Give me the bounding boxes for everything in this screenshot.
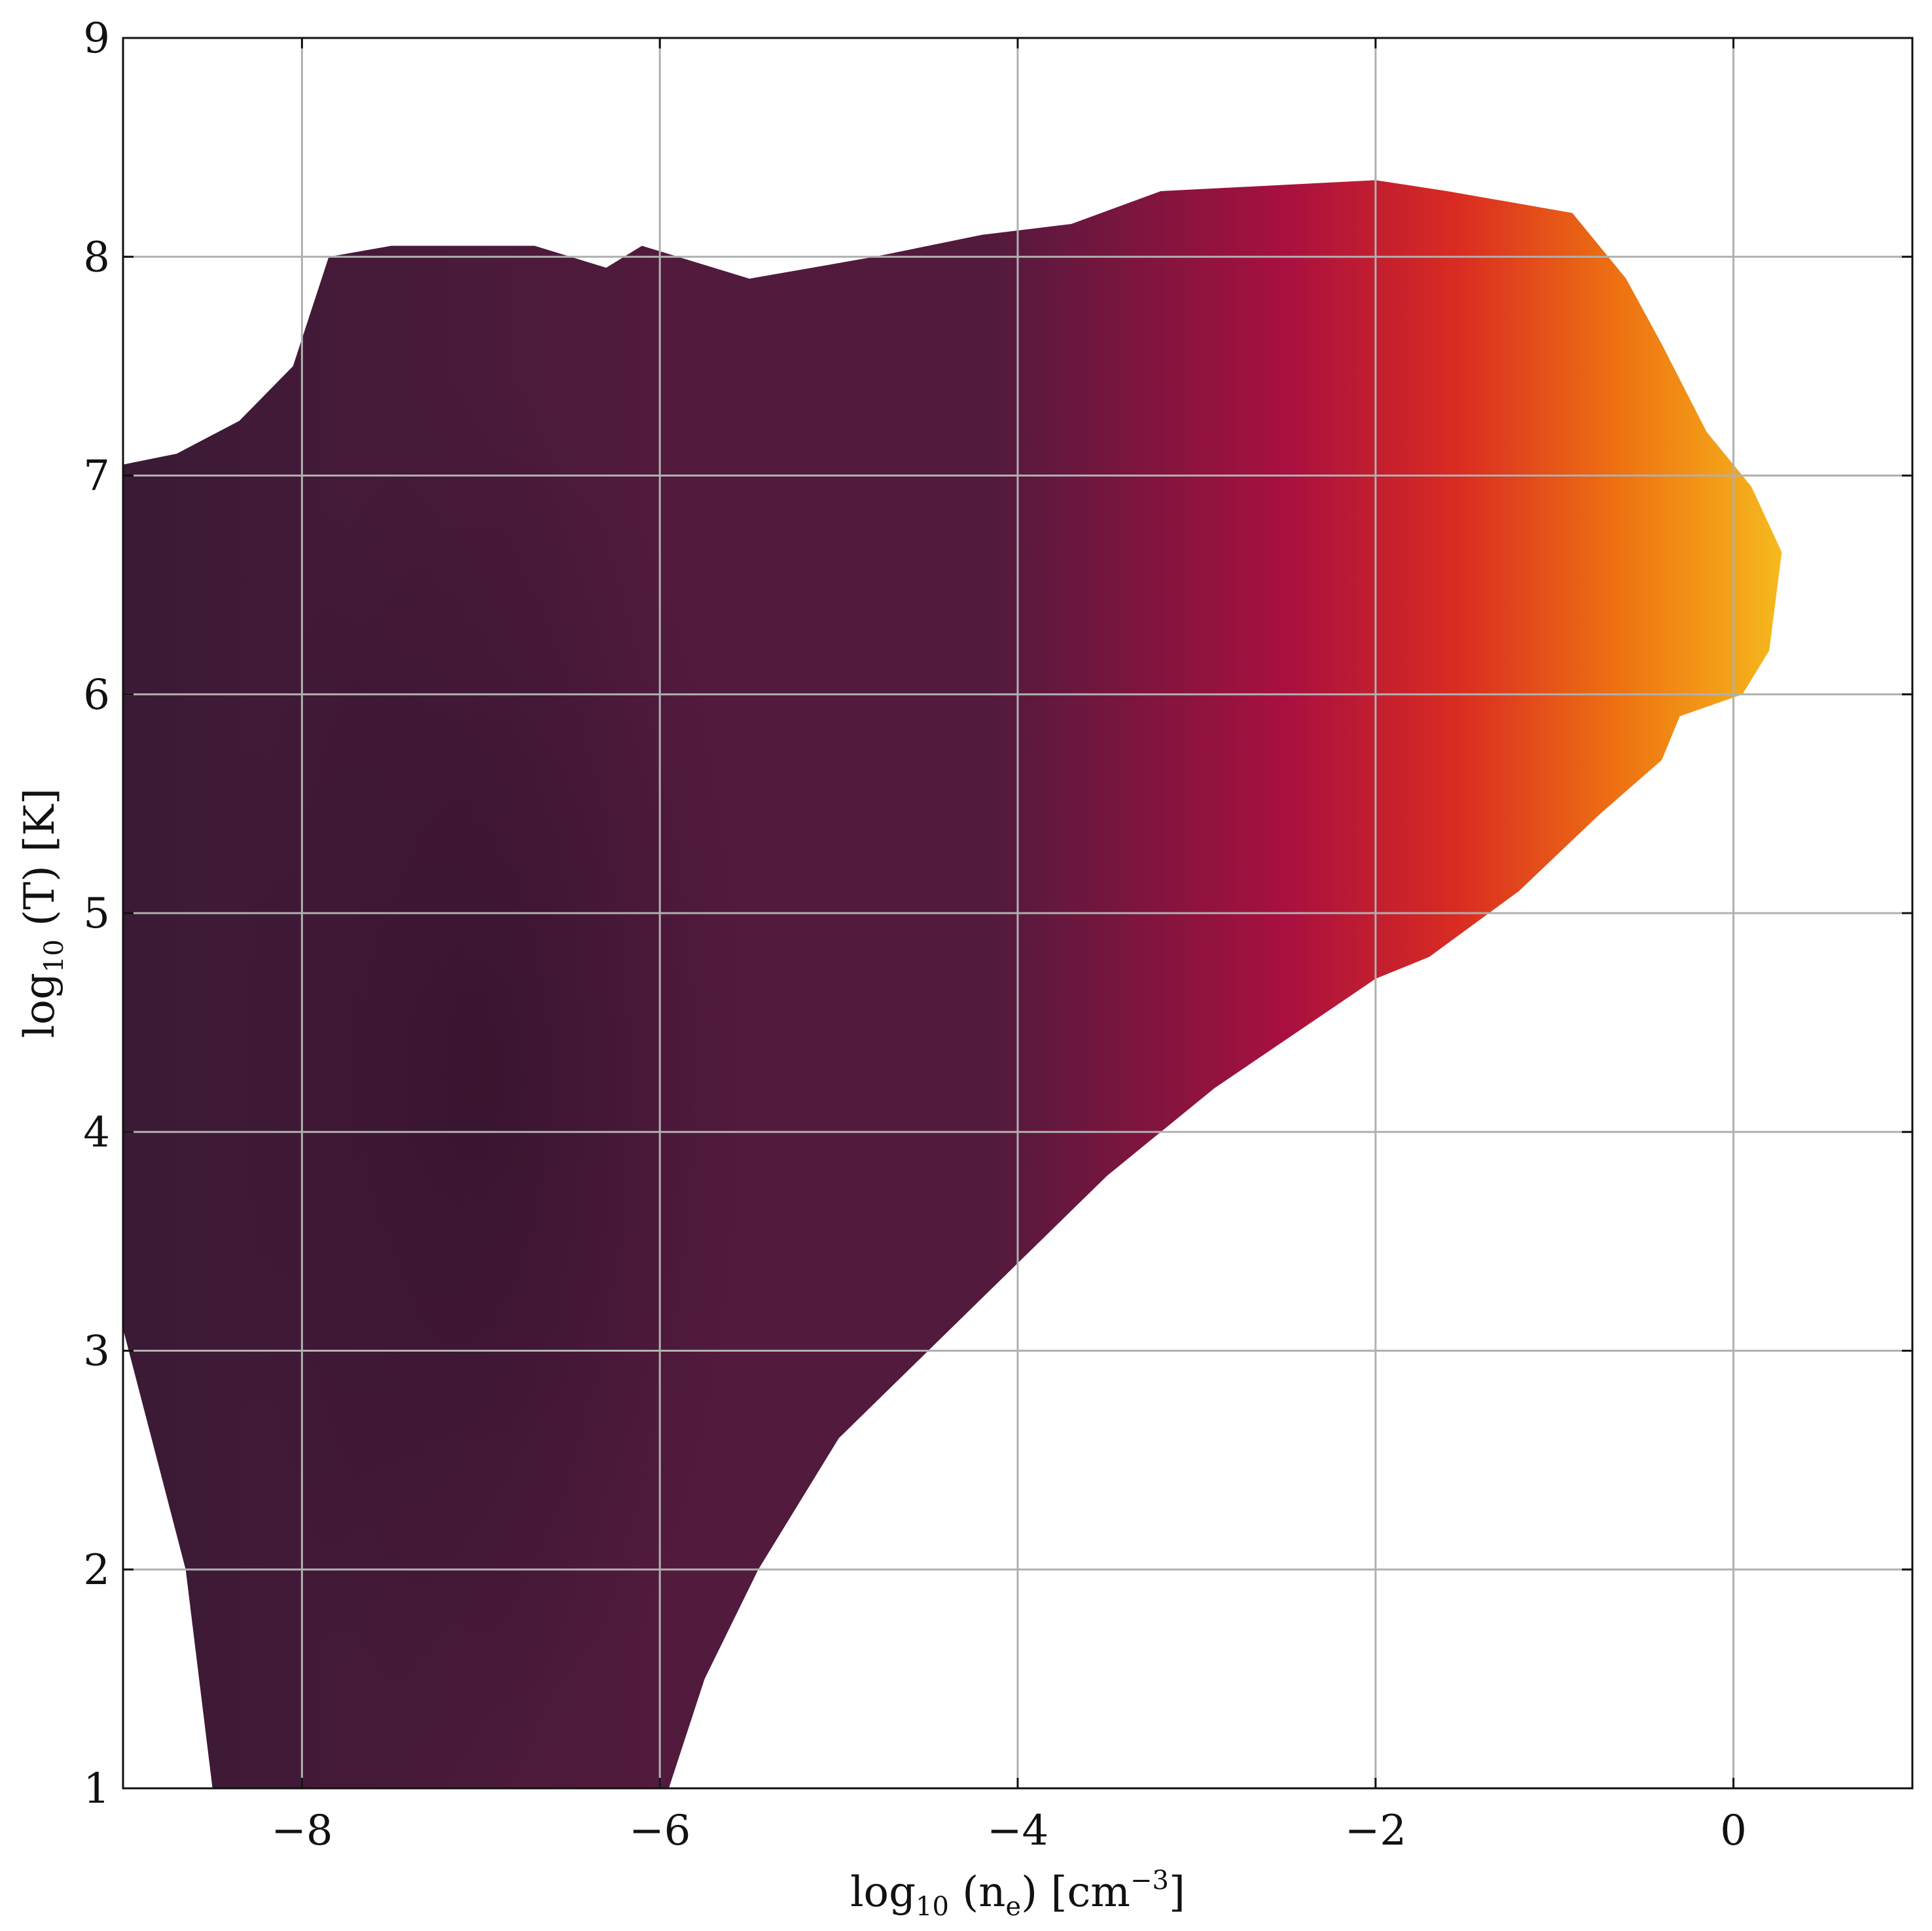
plot-area: [123, 38, 1912, 1788]
x-tick-label: −2: [1345, 1807, 1406, 1855]
y-tick-label: 7: [83, 452, 110, 501]
y-axis-ticks: 1 2 3 4 5 6 7 8 9: [83, 14, 1912, 1813]
y-tick-label: 2: [83, 1546, 110, 1595]
grid-lines: [123, 38, 1912, 1788]
y-tick-label: 5: [83, 890, 110, 938]
x-tick-label: −8: [271, 1807, 332, 1855]
y-tick-label: 9: [83, 14, 110, 63]
y-tick-label: 8: [83, 233, 110, 281]
y-tick-label: 1: [83, 1765, 110, 1813]
x-tick-label: −4: [987, 1807, 1048, 1855]
y-tick-label: 4: [83, 1108, 110, 1157]
y-tick-label: 3: [83, 1327, 110, 1376]
x-axis-ticks: −8 −6 −4 −2 0: [271, 38, 1747, 1855]
y-axis-title: log10 (T) [K]: [16, 788, 69, 1038]
y-tick-label: 6: [83, 671, 110, 719]
x-tick-label: 0: [1720, 1807, 1747, 1855]
x-axis-title: log10 (ne) [cm−3]: [850, 1866, 1185, 1922]
x-tick-label: −6: [629, 1807, 690, 1855]
heatmap-density-core: [212, 366, 749, 1788]
